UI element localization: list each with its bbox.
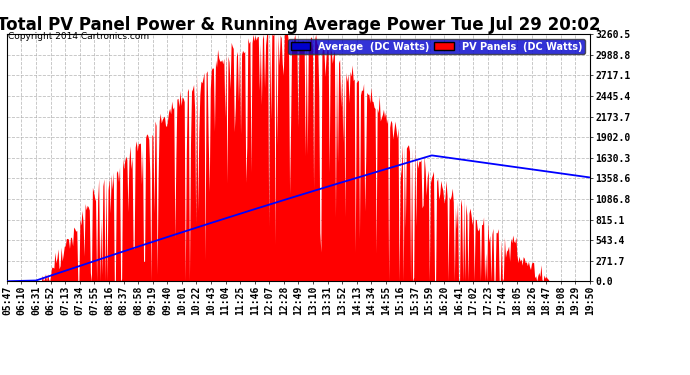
Text: Copyright 2014 Cartronics.com: Copyright 2014 Cartronics.com bbox=[8, 32, 150, 41]
Legend: Average  (DC Watts), PV Panels  (DC Watts): Average (DC Watts), PV Panels (DC Watts) bbox=[288, 39, 585, 54]
Title: Total PV Panel Power & Running Average Power Tue Jul 29 20:02: Total PV Panel Power & Running Average P… bbox=[0, 16, 600, 34]
